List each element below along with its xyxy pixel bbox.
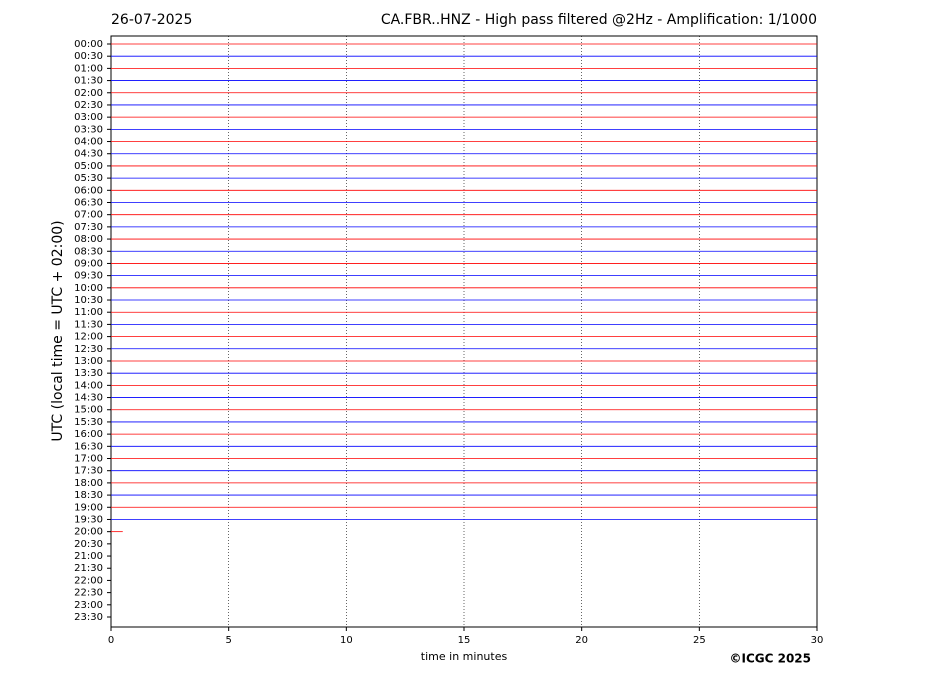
- y-tick-label: 21:00: [74, 551, 103, 562]
- y-tick-label: 01:30: [74, 76, 103, 87]
- x-tick-label: 25: [693, 635, 706, 646]
- y-tick-label: 16:30: [74, 441, 103, 452]
- y-tick-label: 05:30: [74, 173, 103, 184]
- x-tick-label: 0: [108, 635, 114, 646]
- y-tick-label: 22:00: [74, 575, 103, 586]
- y-tick-label: 21:30: [74, 563, 103, 574]
- y-tick-label: 22:30: [74, 588, 103, 599]
- y-axis-label: UTC (local time = UTC + 02:00): [50, 220, 66, 441]
- y-tick-label: 07:30: [74, 222, 103, 233]
- x-tick-label: 20: [575, 635, 588, 646]
- y-tick-label: 06:00: [74, 185, 103, 196]
- y-tick-label: 13:00: [74, 356, 103, 367]
- credit: ©ICGC 2025: [729, 652, 811, 666]
- chart-date: 26-07-2025: [111, 12, 192, 28]
- plot-frame: [110, 35, 818, 628]
- y-tick-label: 03:00: [74, 112, 103, 123]
- y-tick-label: 19:30: [74, 514, 103, 525]
- y-tick-label: 20:00: [74, 527, 103, 538]
- y-tick-label: 04:00: [74, 137, 103, 148]
- y-tick-label: 02:00: [74, 88, 103, 99]
- x-tick-label: 5: [225, 635, 231, 646]
- y-tick-label: 01:00: [74, 63, 103, 74]
- y-tick-label: 09:00: [74, 258, 103, 269]
- y-tick-label: 10:00: [74, 283, 103, 294]
- x-tick-label: 15: [458, 635, 471, 646]
- y-tick-label: 23:00: [74, 600, 103, 611]
- x-axis-label: time in minutes: [421, 650, 508, 663]
- x-tick-label: 30: [811, 635, 824, 646]
- y-tick-label: 00:00: [74, 39, 103, 50]
- x-tick-label: 10: [340, 635, 353, 646]
- y-tick-label: 17:00: [74, 454, 103, 465]
- y-tick-label: 18:30: [74, 490, 103, 501]
- y-tick-label: 04:30: [74, 149, 103, 160]
- y-tick-label: 10:30: [74, 295, 103, 306]
- y-tick-label: 11:00: [74, 307, 103, 318]
- y-tick-label: 08:30: [74, 246, 103, 257]
- y-tick-label: 11:30: [74, 319, 103, 330]
- y-tick-label: 15:00: [74, 405, 103, 416]
- y-tick-label: 17:30: [74, 466, 103, 477]
- y-tick-label: 06:30: [74, 197, 103, 208]
- y-tick-label: 14:30: [74, 393, 103, 404]
- y-tick-label: 12:00: [74, 332, 103, 343]
- y-tick-label: 09:30: [74, 271, 103, 282]
- y-tick-label: 00:30: [74, 51, 103, 62]
- y-tick-label: 23:30: [74, 612, 103, 623]
- y-tick-label: 07:00: [74, 210, 103, 221]
- y-tick-label: 13:30: [74, 368, 103, 379]
- chart-title: CA.FBR..HNZ - High pass filtered @2Hz - …: [381, 12, 817, 28]
- y-tick-label: 20:30: [74, 539, 103, 550]
- y-tick-label: 12:30: [74, 344, 103, 355]
- y-tick-label: 19:00: [74, 502, 103, 513]
- y-tick-label: 08:00: [74, 234, 103, 245]
- y-tick-label: 02:30: [74, 100, 103, 111]
- y-tick-label: 18:00: [74, 478, 103, 489]
- y-tick-label: 03:30: [74, 124, 103, 135]
- y-tick-label: 16:00: [74, 429, 103, 440]
- y-tick-label: 14:00: [74, 380, 103, 391]
- y-tick-label: 15:30: [74, 417, 103, 428]
- y-tick-label: 05:00: [74, 161, 103, 172]
